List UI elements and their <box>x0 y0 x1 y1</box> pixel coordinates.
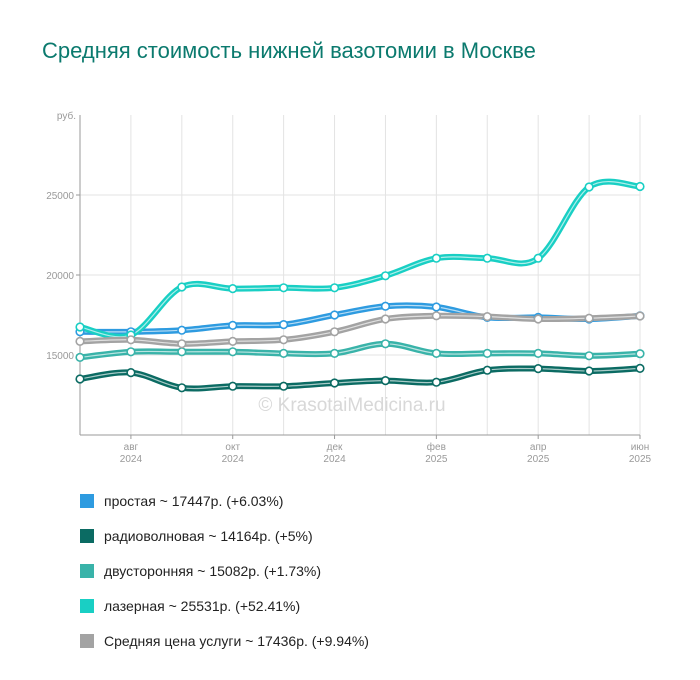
data-point-average <box>228 336 238 347</box>
series-line-radio <box>77 365 643 392</box>
x-tick-label-year: 2025 <box>425 454 448 465</box>
data-point-laser <box>228 284 238 294</box>
data-point-double <box>126 347 136 357</box>
data-point-laser <box>482 253 492 263</box>
legend-label: Средняя цена услуги ~ 17436р. (+9.94%) <box>104 632 369 649</box>
data-point-double <box>482 348 492 359</box>
legend-swatch <box>80 598 94 613</box>
legend-item-double[interactable]: двусторонняя ~ 15082р. (+1.73%) <box>80 553 369 588</box>
data-point-double <box>177 347 187 357</box>
data-point-average <box>380 314 391 324</box>
data-point-radio <box>635 363 645 373</box>
data-point-average <box>584 313 594 323</box>
data-point-average <box>177 339 187 349</box>
y-tick-label: 15000 <box>46 351 74 362</box>
data-point-simple <box>177 325 187 335</box>
data-point-radio <box>75 374 85 384</box>
series-line-highlight-laser <box>79 181 641 338</box>
series-line-laser <box>77 178 643 340</box>
data-point-radio <box>584 366 594 376</box>
data-point-radio <box>482 365 492 375</box>
data-point-laser <box>533 253 543 263</box>
data-point-simple <box>228 320 238 331</box>
legend-swatch <box>80 633 94 648</box>
axes: руб.150002000025000авг2024окт2024дек2024… <box>46 110 651 465</box>
x-tick-label-year: 2025 <box>629 454 652 465</box>
data-point-radio <box>279 381 289 391</box>
x-tick-label-month: дек <box>327 442 343 453</box>
data-point-radio <box>380 376 391 386</box>
data-point-radio <box>431 377 441 387</box>
x-tick-label-month: фев <box>427 441 446 453</box>
data-point-simple <box>279 320 289 330</box>
legend-swatch <box>80 528 94 543</box>
x-tick-label-year: 2024 <box>222 454 245 465</box>
legend-item-laser[interactable]: лазерная ~ 25531р. (+52.41%) <box>80 588 369 623</box>
data-point-average <box>75 336 85 347</box>
data-point-double <box>228 347 238 357</box>
data-point-laser <box>635 181 645 192</box>
legend-item-average[interactable]: Средняя цена услуги ~ 17436р. (+9.94%) <box>80 623 369 658</box>
data-point-laser <box>380 271 391 281</box>
data-point-double <box>279 348 289 359</box>
data-point-simple <box>380 301 391 311</box>
data-point-radio <box>533 364 543 374</box>
watermark: © KrasotaiMedicina.ru <box>258 395 445 416</box>
x-tick-label-year: 2024 <box>120 454 143 465</box>
data-point-laser <box>431 253 441 263</box>
data-point-laser <box>177 282 187 292</box>
data-point-double <box>533 348 543 359</box>
data-point-average <box>533 314 543 324</box>
grid <box>79 115 641 435</box>
series-points <box>75 181 645 393</box>
x-tick-label-year: 2024 <box>323 454 346 465</box>
chart-title: Средняя стоимость нижней вазотомии в Мос… <box>42 38 536 63</box>
legend-swatch <box>80 493 94 508</box>
y-axis-unit: руб. <box>57 110 76 122</box>
series-lines <box>77 178 643 392</box>
x-tick-label-year: 2025 <box>527 454 550 465</box>
legend-label: простая ~ 17447р. (+6.03%) <box>104 492 284 509</box>
y-tick-label: 25000 <box>46 191 74 202</box>
data-point-radio <box>228 381 238 391</box>
data-point-average <box>279 335 289 345</box>
data-point-laser <box>584 182 594 192</box>
data-point-average <box>126 335 136 345</box>
y-tick-label: 20000 <box>46 271 74 282</box>
data-point-simple <box>431 302 441 312</box>
data-point-radio <box>177 383 187 393</box>
chart-plot: руб.150002000025000авг2024окт2024дек2024… <box>46 110 651 465</box>
x-tick-label-month: апр <box>530 442 547 453</box>
data-point-radio <box>329 378 340 388</box>
data-point-average <box>635 311 645 321</box>
data-point-simple <box>329 310 340 320</box>
data-point-double <box>431 348 441 359</box>
x-tick-label-month: июн <box>631 442 650 453</box>
data-point-laser <box>75 322 85 332</box>
data-point-double <box>75 352 85 363</box>
data-point-double <box>329 348 340 359</box>
data-point-average <box>431 311 441 321</box>
data-point-double <box>584 351 594 361</box>
x-tick-label-month: окт <box>225 442 240 453</box>
data-point-laser <box>329 283 340 293</box>
legend-swatch <box>80 563 94 578</box>
legend: простая ~ 17447р. (+6.03%) радиоволновая… <box>80 483 369 658</box>
data-point-double <box>380 339 391 349</box>
data-point-average <box>482 312 492 322</box>
data-point-radio <box>126 368 136 378</box>
legend-label: двусторонняя ~ 15082р. (+1.73%) <box>104 562 322 579</box>
legend-label: радиоволновая ~ 14164р. (+5%) <box>104 527 313 544</box>
legend-item-radio[interactable]: радиоволновая ~ 14164р. (+5%) <box>80 518 369 553</box>
data-point-laser <box>279 283 289 293</box>
data-point-average <box>329 327 340 337</box>
legend-label: лазерная ~ 25531р. (+52.41%) <box>104 597 301 614</box>
x-tick-label-month: авг <box>124 442 139 453</box>
data-point-double <box>635 349 645 359</box>
legend-item-simple[interactable]: простая ~ 17447р. (+6.03%) <box>80 483 369 518</box>
